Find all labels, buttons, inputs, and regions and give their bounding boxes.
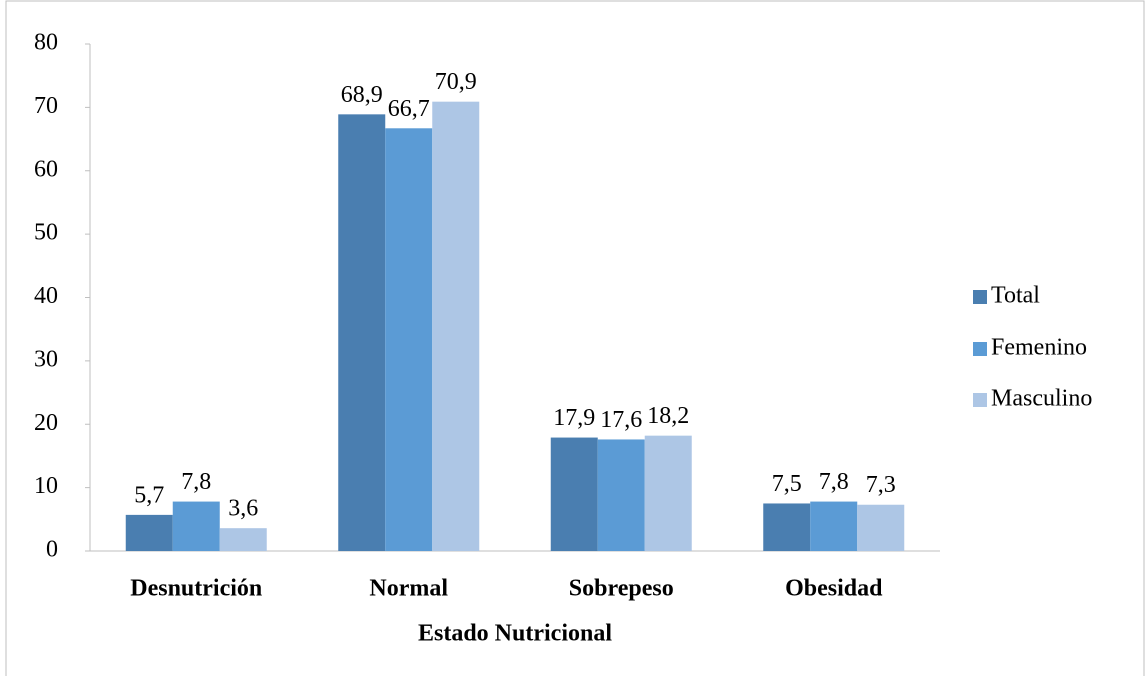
bar — [763, 503, 811, 551]
y-tick-label: 10 — [34, 473, 58, 499]
value-label: 18,2 — [647, 403, 689, 429]
bar — [385, 128, 433, 551]
value-label: 7,8 — [819, 469, 849, 495]
value-label: 7,8 — [181, 469, 211, 495]
value-label: 7,3 — [866, 472, 896, 498]
y-tick-label: 60 — [34, 156, 58, 182]
y-tick-label: 30 — [34, 346, 58, 372]
legend-label: Total — [991, 283, 1040, 309]
value-label: 70,9 — [435, 69, 477, 95]
bar — [550, 437, 598, 551]
y-tick-label: 20 — [34, 410, 58, 436]
bar — [338, 114, 386, 551]
y-tick-label: 50 — [34, 220, 58, 246]
y-tick-label: 70 — [34, 93, 58, 119]
value-label: 17,9 — [553, 405, 595, 431]
bar — [644, 435, 692, 551]
chart-frame — [5, 0, 1145, 681]
legend-swatch — [973, 393, 987, 407]
legend-swatch — [973, 342, 987, 356]
bar — [857, 504, 905, 551]
x-tick-label: Normal — [369, 576, 448, 602]
value-label: 66,7 — [388, 96, 430, 122]
x-tick-label: Sobrepeso — [569, 576, 674, 602]
x-tick-label: Obesidad — [785, 576, 883, 602]
y-tick-label: 40 — [34, 283, 58, 309]
value-label: 7,5 — [772, 471, 802, 497]
legend-swatch — [973, 290, 987, 304]
y-tick-label: 0 — [46, 537, 58, 563]
bar — [219, 528, 267, 551]
legend-label: Femenino — [991, 335, 1087, 361]
value-label: 68,9 — [341, 82, 383, 108]
value-label: 3,6 — [228, 496, 258, 522]
bar — [172, 501, 220, 551]
x-tick-label: Desnutrición — [130, 576, 262, 602]
value-label: 5,7 — [134, 482, 164, 508]
bar — [810, 501, 858, 551]
y-tick-label: 80 — [34, 30, 58, 56]
x-axis-title: Estado Nutricional — [418, 621, 612, 647]
bar — [432, 101, 480, 551]
bar — [125, 514, 173, 551]
value-label: 17,6 — [600, 407, 642, 433]
bar — [597, 439, 645, 551]
legend-label: Masculino — [991, 386, 1092, 412]
